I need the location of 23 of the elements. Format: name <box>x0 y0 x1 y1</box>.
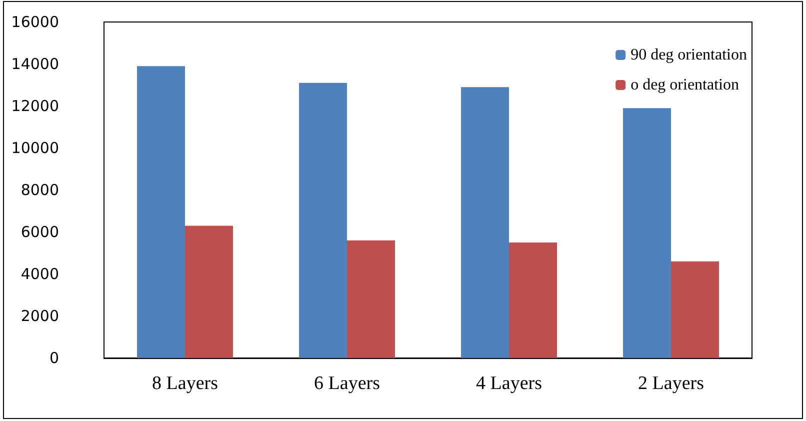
bar <box>299 82 347 358</box>
bar <box>509 242 557 358</box>
y-tick-label: 0 <box>49 349 59 367</box>
bar <box>347 240 395 358</box>
bar <box>461 87 509 358</box>
y-tick-label: 12000 <box>11 97 59 115</box>
y-tick-label: 6000 <box>20 223 59 241</box>
x-tick-label: 8 Layers <box>152 373 218 394</box>
bar <box>185 226 233 358</box>
y-tick-label: 8000 <box>20 181 59 199</box>
x-tick-label: 4 Layers <box>476 373 542 394</box>
y-tick-label: 2000 <box>20 307 59 325</box>
y-tick-label: 16000 <box>11 13 59 31</box>
bar <box>137 66 185 358</box>
legend-label: o deg orientation <box>630 76 740 94</box>
x-tick-label: 2 Layers <box>638 373 704 394</box>
legend-label: 90 deg orientation <box>630 46 748 64</box>
bar <box>623 108 671 358</box>
y-tick-label: 10000 <box>11 139 59 157</box>
y-tick-label: 14000 <box>11 55 59 73</box>
bar <box>671 261 719 358</box>
x-tick-label: 6 Layers <box>314 373 380 394</box>
y-tick-label: 4000 <box>20 265 59 283</box>
